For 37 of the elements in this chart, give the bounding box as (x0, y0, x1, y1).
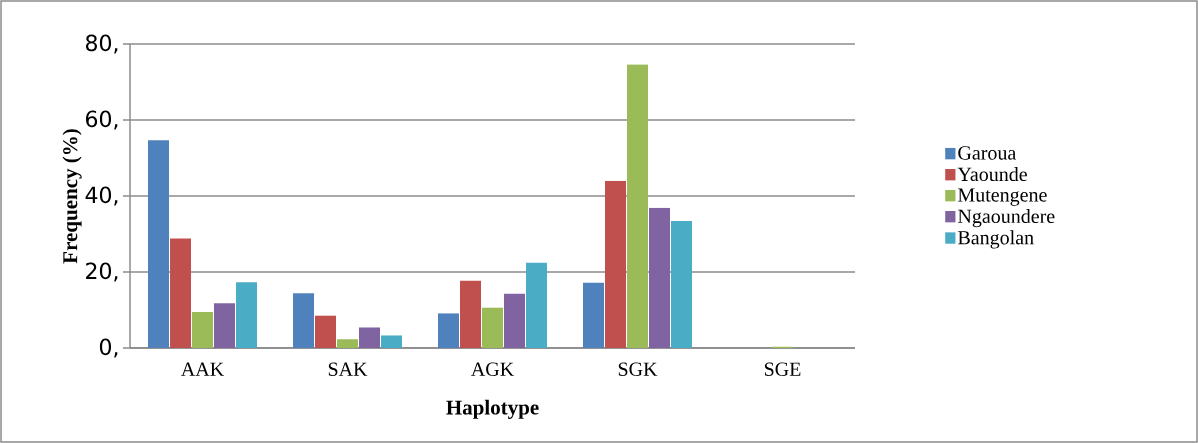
y-tick-label: 40, (85, 186, 118, 206)
bar (627, 64, 649, 348)
bar (460, 280, 482, 348)
bar (214, 303, 236, 348)
bar (359, 327, 381, 348)
y-axis-title: Frequency (%) (62, 129, 82, 264)
bar (293, 293, 315, 348)
x-tick-label: SGE (764, 362, 801, 376)
legend-label: Yaounde (957, 167, 1027, 182)
bar (649, 207, 671, 348)
y-tick-label: 80, (85, 34, 118, 54)
y-tick-label: 0, (99, 338, 118, 358)
bar (605, 180, 627, 348)
x-tick-label: SGK (618, 362, 658, 376)
bar (192, 311, 214, 348)
legend-label: Ngaoundere (958, 208, 1055, 228)
legend-label: Mutengene (958, 188, 1047, 206)
legend-label: Garoua (958, 146, 1017, 160)
bar (170, 238, 192, 348)
bar (337, 339, 359, 348)
y-tick-label: 60, (86, 110, 118, 130)
bar (482, 307, 504, 348)
bar (671, 221, 693, 348)
bar (526, 262, 548, 348)
bar (236, 282, 258, 348)
x-axis-title: Haplotype (446, 399, 539, 419)
bar (315, 315, 337, 348)
bar (504, 293, 526, 348)
x-tick-label: SAK (328, 362, 368, 376)
legend-label: Bangolan (958, 230, 1034, 249)
bar (148, 140, 170, 348)
bar (381, 335, 403, 348)
y-tick-label: 20, (86, 262, 118, 282)
x-tick-label: AAK (181, 362, 224, 376)
bar (583, 282, 605, 348)
x-tick-label: AGK (471, 362, 514, 376)
bar (438, 313, 460, 348)
